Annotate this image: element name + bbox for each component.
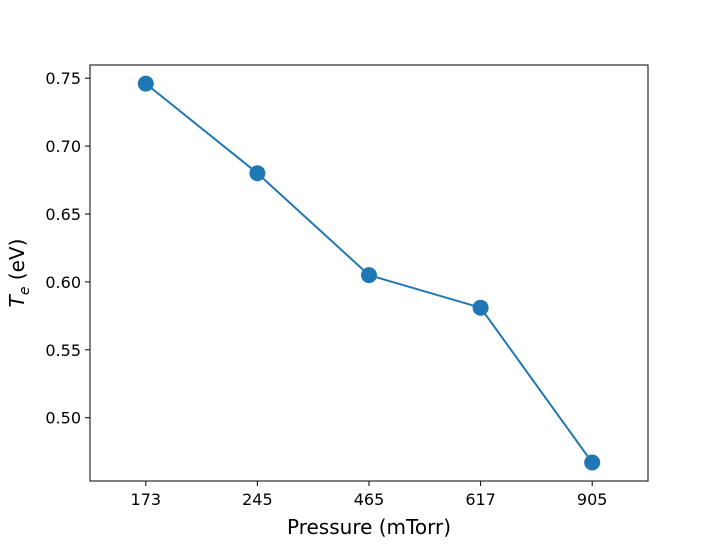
x-tick-label: 465 <box>354 490 385 509</box>
data-point <box>472 299 489 316</box>
data-layer <box>137 75 601 471</box>
data-point <box>249 165 266 182</box>
data-point <box>584 454 601 471</box>
x-tick-label: 245 <box>242 490 273 509</box>
data-point <box>137 75 154 92</box>
y-axis-label-main: T <box>5 293 29 307</box>
y-tick-label: 0.70 <box>45 137 81 156</box>
ticks-layer: 173 245 465 617 905 0.50 0.55 0.60 0.65 0.70 0.75 <box>45 69 607 509</box>
y-tick-label: 0.75 <box>45 69 81 88</box>
y-axis-label: Te (eV) <box>5 239 33 308</box>
x-tick-label: 173 <box>131 490 162 509</box>
y-tick-label: 0.65 <box>45 205 81 224</box>
plot-frame <box>89 64 649 482</box>
x-axis-label: Pressure (mTorr) <box>287 515 451 539</box>
y-axis-label-subscript: e <box>17 287 33 296</box>
data-point <box>361 267 377 284</box>
x-tick-label: 617 <box>465 490 496 509</box>
y-tick-label: 0.60 <box>45 273 81 292</box>
x-tick-label: 905 <box>577 490 608 509</box>
y-tick-label: 0.50 <box>45 409 81 428</box>
y-axis-label-unit: (eV) <box>5 239 29 287</box>
y-tick-label: 0.55 <box>45 341 81 360</box>
